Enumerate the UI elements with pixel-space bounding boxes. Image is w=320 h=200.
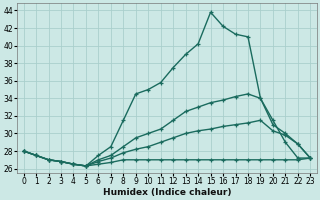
X-axis label: Humidex (Indice chaleur): Humidex (Indice chaleur) [103, 188, 231, 197]
